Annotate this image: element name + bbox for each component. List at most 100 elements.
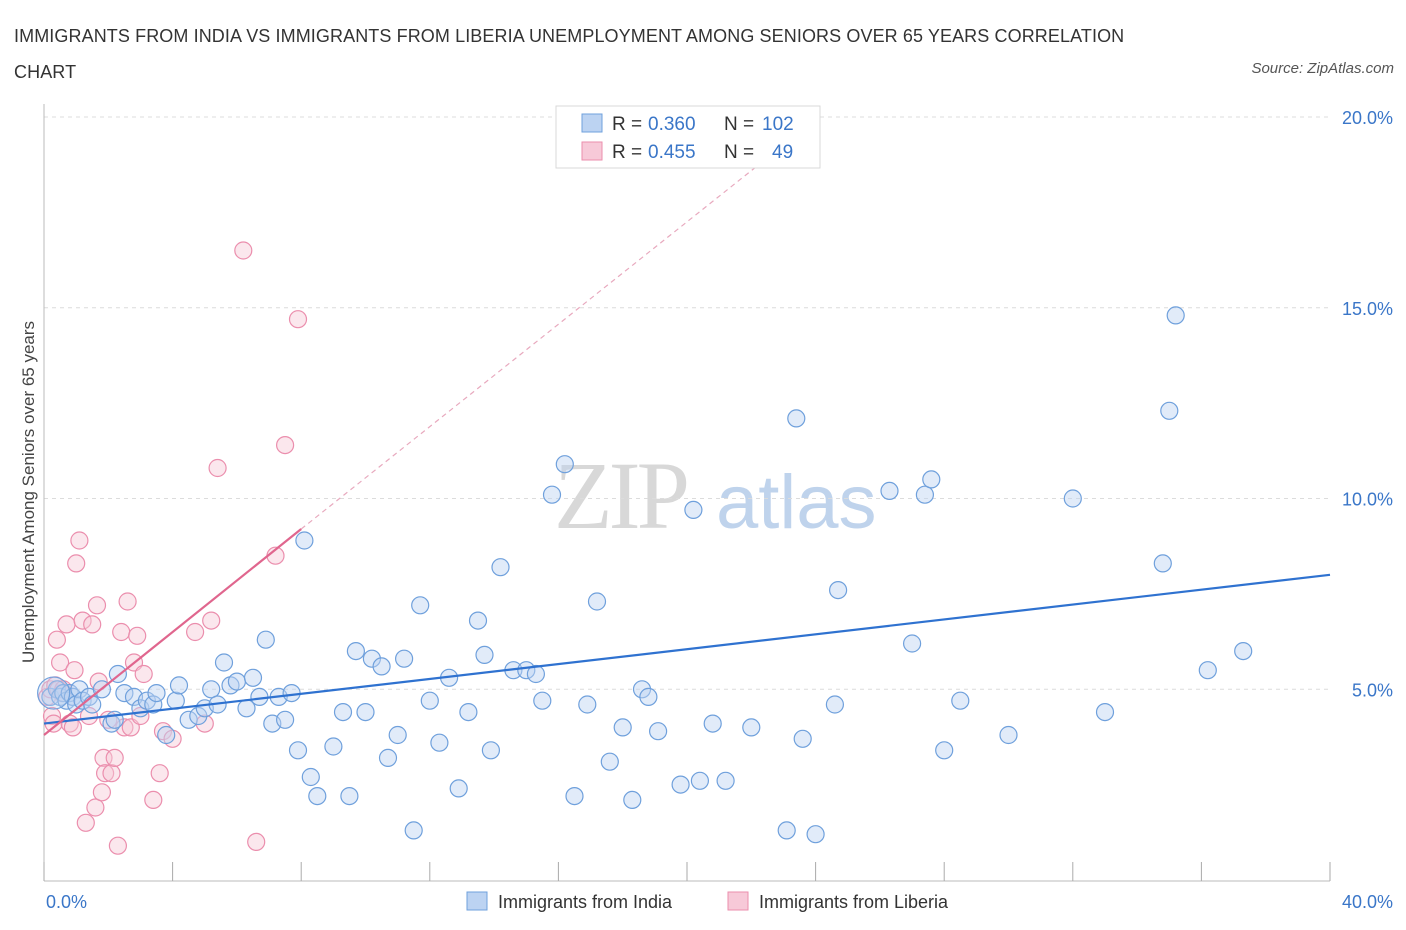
india-point (362, 649, 381, 668)
grid-lines (44, 116, 1330, 690)
legend-stats-india-swatch (581, 113, 603, 133)
india-point (1095, 702, 1115, 722)
liberia-point (42, 706, 62, 726)
india-point (880, 481, 899, 500)
y-tick-label: 5.0% (1352, 680, 1393, 700)
liberia-point (83, 615, 102, 634)
india-point (70, 680, 89, 699)
liberia-point (134, 664, 153, 684)
india-point-cluster (37, 676, 71, 710)
india-point (282, 683, 301, 703)
liberia-point (63, 718, 83, 737)
india-point (613, 718, 632, 737)
india-point (716, 771, 735, 790)
india-point (1234, 641, 1253, 661)
liberia-point (67, 554, 86, 573)
watermark-atlas: atlas (716, 460, 877, 545)
legend-r-value-liberia: 0.455 (648, 142, 696, 163)
india-point (565, 786, 584, 806)
trend-lines (43, 131, 1331, 736)
x-tick-label: 40.0% (1342, 892, 1393, 912)
india-point (533, 691, 552, 710)
x-tick-labels: 0.0% 40.0% (46, 892, 1393, 912)
liberia-point (92, 783, 112, 802)
liberia-point (186, 622, 205, 642)
india-point (404, 821, 423, 840)
india-point (542, 485, 562, 504)
india-point (825, 695, 845, 714)
india-point (411, 596, 430, 615)
india-point (600, 752, 619, 771)
india-point (703, 714, 722, 733)
liberia-point (288, 310, 308, 329)
india-point (169, 676, 189, 695)
india-point (308, 786, 327, 806)
chart-title: IMMIGRANTS FROM INDIA VS IMMIGRANTS FROM… (14, 26, 1125, 82)
legend-series: Immigrants from India Immigrants from Li… (466, 891, 949, 912)
liberia-point (47, 630, 67, 649)
india-point (777, 821, 796, 840)
india-point (1063, 489, 1082, 508)
india-point (83, 695, 102, 714)
liberia-point (202, 611, 221, 630)
india-point (468, 611, 488, 630)
liberia-point (208, 458, 227, 478)
axes (43, 104, 1330, 882)
india-point (243, 668, 263, 687)
india-point (623, 790, 642, 810)
liberia-point (76, 813, 95, 832)
india-point (388, 725, 407, 745)
india-point (648, 722, 668, 741)
liberia-point (144, 790, 163, 810)
india-point (147, 683, 166, 703)
liberia-point (105, 748, 124, 768)
legend-stats-liberia-swatch (581, 141, 603, 161)
india-point (951, 691, 970, 710)
liberia-point (95, 764, 115, 783)
india-point (742, 718, 761, 737)
liberia-point (57, 615, 76, 634)
legend-n-value-india: 102 (762, 114, 794, 135)
liberia-point (276, 436, 295, 455)
legend-liberia-swatch (727, 891, 749, 911)
x-tick-marks (43, 862, 1331, 881)
india-point (202, 680, 221, 699)
legend-stats-box: R = 0.360 N = 102 R = 0.455 N = 49 (555, 105, 821, 169)
india-point (276, 710, 295, 729)
india-point (333, 702, 353, 722)
india-point (356, 702, 375, 722)
india-point (179, 710, 198, 729)
india-point (793, 729, 812, 748)
india-point (449, 779, 468, 798)
india-point (346, 641, 365, 661)
liberia-point (65, 661, 84, 680)
liberia-point (108, 836, 128, 855)
india-point (301, 767, 320, 787)
india-point (295, 531, 314, 550)
india-point (378, 748, 398, 768)
liberia-point (112, 622, 131, 642)
india-point (684, 500, 703, 519)
legend-n-label-india: N = (724, 114, 754, 135)
india-point (999, 725, 1018, 745)
india-point (324, 737, 343, 756)
india-point (475, 645, 494, 665)
india-point (632, 680, 652, 699)
india-trend-line (43, 573, 1331, 725)
y-tick-label: 15.0% (1342, 299, 1393, 319)
india-point (915, 485, 935, 504)
liberia-point (128, 626, 147, 645)
chart-source: Source: ZipAtlas.com (1251, 60, 1394, 77)
india-point (372, 657, 391, 676)
liberia-point (87, 596, 107, 615)
liberia-trend-line (43, 528, 302, 736)
india-point (902, 634, 922, 653)
india-point (288, 741, 308, 760)
liberia-point (79, 706, 99, 726)
india-point (157, 725, 176, 745)
legend-india-label: Immigrants from India (498, 892, 673, 912)
legend-india-swatch (466, 891, 488, 911)
legend-liberia-label: Immigrants from Liberia (759, 892, 949, 912)
india-point (671, 775, 690, 794)
